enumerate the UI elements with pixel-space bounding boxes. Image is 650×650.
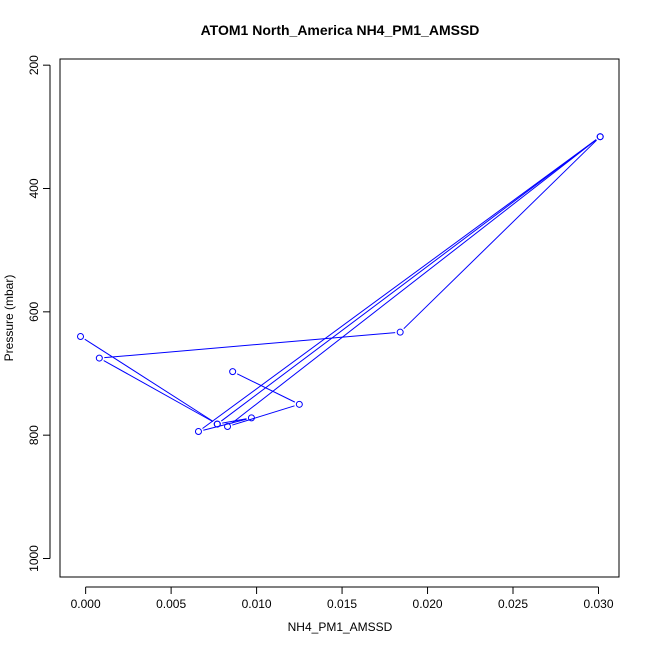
x-tick-label: 0.025: [498, 597, 528, 611]
data-point: [224, 423, 232, 431]
series-line-segment: [202, 139, 597, 429]
series-line-segment: [84, 338, 214, 422]
data-point: [229, 368, 237, 376]
series-line-segment: [231, 139, 597, 424]
x-axis-label: NH4_PM1_AMSSD: [288, 620, 393, 634]
series-line-segment: [104, 332, 396, 359]
data-point: [77, 333, 85, 340]
data-series: [77, 133, 604, 435]
data-point: [596, 133, 604, 141]
series-line-segment: [222, 418, 247, 424]
y-axis: 200 400 600 800 1000: [27, 55, 51, 572]
chart-title: ATOM1 North_America NH4_PM1_AMSSD: [201, 22, 480, 38]
x-tick-label: 0.010: [242, 597, 272, 611]
series-line-segment: [403, 139, 597, 330]
data-point: [247, 414, 255, 422]
y-tick-label: 800: [27, 425, 41, 445]
y-tick-label: 1000: [27, 545, 41, 572]
plot-area-frame: [59, 58, 620, 578]
y-axis-label: Pressure (mbar): [2, 275, 16, 362]
x-axis: 0.000 0.005 0.010 0.015 0.020 0.025 0.030: [71, 586, 614, 611]
y-tick-label: 400: [27, 178, 41, 198]
x-tick-label: 0.030: [583, 597, 613, 611]
x-tick-label: 0.000: [71, 597, 101, 611]
data-point: [295, 400, 303, 408]
series-line-segment: [232, 405, 295, 426]
y-tick-label: 200: [27, 55, 41, 75]
x-tick-label: 0.005: [156, 597, 186, 611]
data-point: [396, 328, 404, 336]
series-line-segment: [103, 360, 214, 423]
data-point: [213, 420, 221, 428]
y-tick-label: 600: [27, 302, 41, 322]
series-line-segment: [220, 139, 597, 422]
x-tick-label: 0.020: [413, 597, 443, 611]
data-point: [194, 427, 202, 435]
data-point: [95, 354, 103, 362]
x-tick-label: 0.015: [327, 597, 357, 611]
